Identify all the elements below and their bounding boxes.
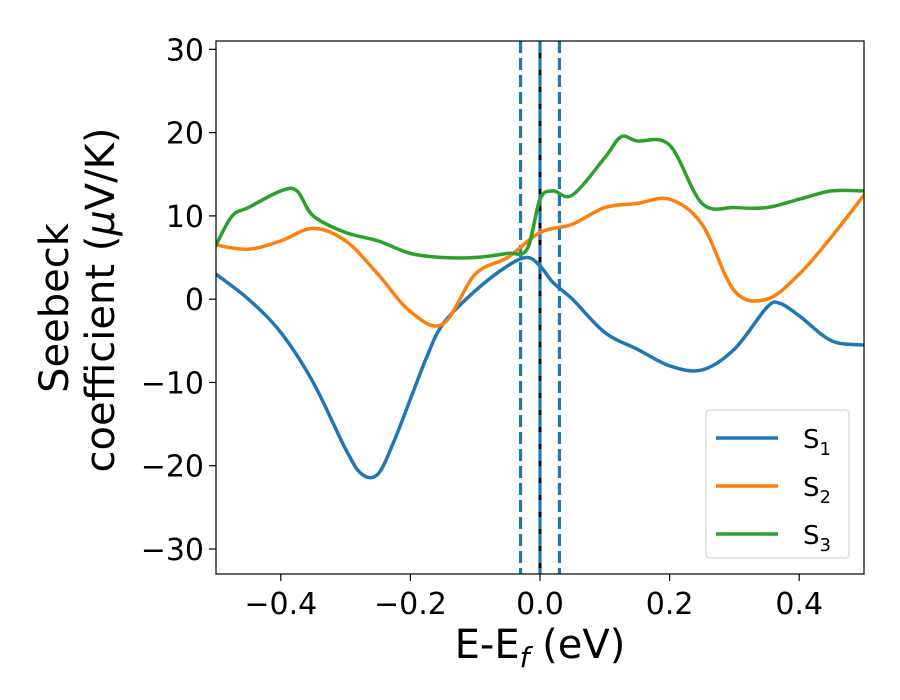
x-tick-label: 0.0 — [516, 587, 564, 622]
x-axis-label-main: E-E — [455, 622, 520, 668]
x-tick-label: 0.2 — [646, 587, 694, 622]
legend-label-s3: S3 — [803, 521, 831, 556]
y-tick-label: −10 — [141, 366, 204, 401]
y-tick-label: 30 — [166, 33, 204, 68]
legend-label-s1: S1 — [803, 425, 831, 460]
y-tick-label: −30 — [141, 533, 204, 568]
x-tick-label: −0.2 — [374, 587, 447, 622]
legend-label-s2: S2 — [803, 473, 831, 508]
y-axis-label-line1: Seebeck — [32, 222, 78, 393]
legend: S1 S2 S3 — [705, 409, 850, 559]
y-axis-label-mu: μ — [78, 210, 124, 236]
legend-box — [705, 409, 850, 559]
series-line-s3 — [216, 134, 864, 260]
x-axis-label: E-Ef (eV) — [455, 622, 626, 674]
series-line-s1 — [216, 255, 864, 480]
series-line-s2 — [216, 193, 864, 328]
y-tick-label: 10 — [166, 200, 204, 235]
x-tick-label: 0.4 — [775, 587, 823, 622]
y-tick-label: 0 — [185, 283, 204, 318]
x-tick-label: −0.4 — [244, 587, 317, 622]
y-axis-label-prefix: coefficient ( — [78, 236, 124, 473]
y-tick-label: 20 — [166, 117, 204, 152]
y-tick-label: −20 — [141, 450, 204, 485]
y-axis-label-unit: V/K) — [78, 128, 124, 211]
x-axis-label-unit: (eV) — [529, 622, 625, 668]
y-axis-label-line2: coefficient (μV/K) — [78, 128, 124, 473]
